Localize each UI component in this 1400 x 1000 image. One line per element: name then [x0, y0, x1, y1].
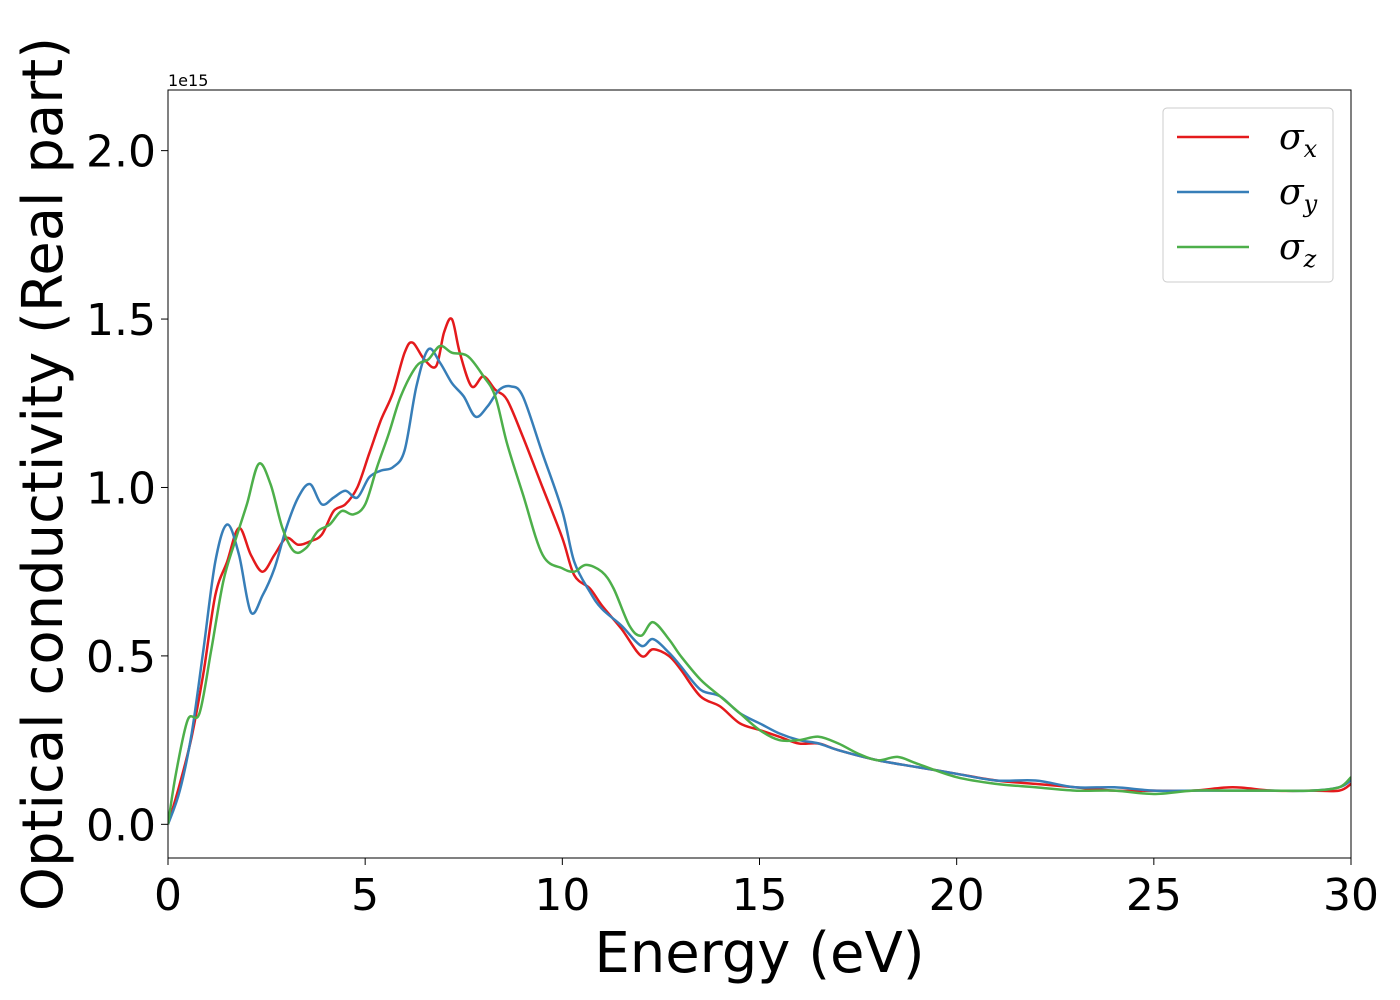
- x-tick-label: 25: [1126, 870, 1182, 921]
- legend-frame: [1162, 107, 1334, 283]
- x-axis-label: Energy (eV): [594, 921, 924, 986]
- series-line-y: [168, 347, 1351, 825]
- legend-subscript: x: [1304, 135, 1318, 163]
- y-tick-label: 1.5: [86, 295, 156, 346]
- series-layer: [168, 317, 1351, 825]
- y-tick-label: 0.5: [86, 632, 156, 683]
- y-tick-label: 0.0: [86, 800, 156, 851]
- legend-label-x: σx: [1279, 117, 1318, 163]
- y-tick-label: 1.0: [86, 463, 156, 514]
- x-tick-label: 20: [929, 870, 985, 921]
- legend-subscript: z: [1303, 245, 1317, 273]
- y-tick-label: 2.0: [86, 127, 156, 178]
- legend-subscript: y: [1303, 190, 1318, 218]
- series-line-z: [168, 344, 1351, 825]
- x-tick-label: 15: [732, 870, 788, 921]
- y-axis-label: Optical conductivity (Real part): [11, 37, 76, 911]
- x-tick-label: 10: [534, 870, 590, 921]
- y-offset-label: 1e15: [168, 71, 208, 90]
- x-tick-label: 0: [154, 870, 182, 921]
- x-axis: 0 5 10 15 20 25 30: [154, 858, 1379, 921]
- x-tick-label: 5: [351, 870, 379, 921]
- x-tick-label: 30: [1323, 870, 1379, 921]
- y-axis: 0.0 0.5 1.0 1.5 2.0: [86, 127, 168, 851]
